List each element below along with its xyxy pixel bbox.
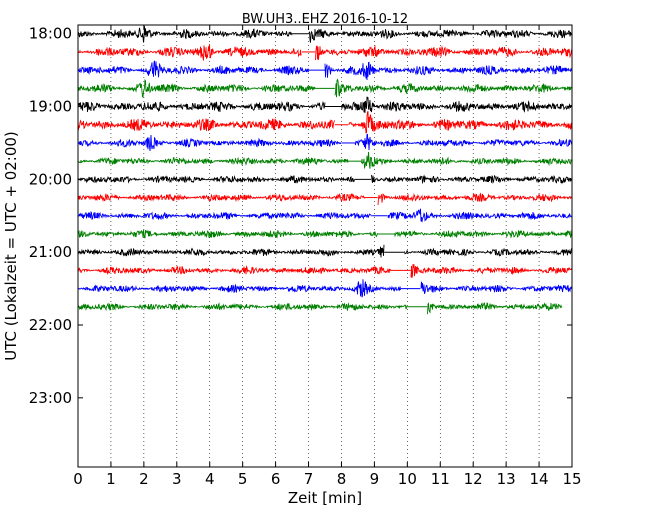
x-tick-label: 3 <box>172 470 182 488</box>
seismic-trace <box>77 151 573 170</box>
y-tick-label: 20:00 <box>29 170 72 188</box>
seismic-trace <box>77 133 573 152</box>
x-tick-label: 12 <box>464 470 483 488</box>
y-tick-label: 23:00 <box>29 389 72 407</box>
grid-layer <box>110 25 540 467</box>
x-tick-label: 0 <box>73 470 83 488</box>
seismic-trace <box>77 227 573 239</box>
x-tick-label: 6 <box>271 470 281 488</box>
x-tick-label: 7 <box>304 470 314 488</box>
seismic-trace <box>77 244 573 258</box>
seismic-trace <box>77 302 563 315</box>
seismic-trace <box>77 60 573 81</box>
seismic-trace <box>77 111 573 134</box>
seismic-trace <box>77 26 573 43</box>
y-axis: 18:00 19:00 20:00 21:00 22:00 23:00 <box>29 25 572 407</box>
x-tick-label: 9 <box>370 470 380 488</box>
y-tick-label: 19:00 <box>29 98 72 116</box>
y-tick-label: 18:00 <box>29 25 72 43</box>
x-tick-label: 13 <box>497 470 516 488</box>
x-tick-label: 4 <box>205 470 215 488</box>
x-tick-label: 14 <box>530 470 549 488</box>
x-tick-label: 1 <box>106 470 116 488</box>
x-tick-label: 2 <box>139 470 149 488</box>
seismic-trace <box>77 264 573 278</box>
seismic-trace <box>77 192 573 206</box>
y-tick-label: 21:00 <box>29 243 72 261</box>
trace-layer <box>77 26 573 315</box>
y-axis-label: UTC (Lokalzeit = UTC + 02:00) <box>2 131 20 361</box>
seismic-trace <box>77 279 573 298</box>
seismic-trace <box>77 96 573 113</box>
x-axis-label: Zeit [min] <box>288 489 362 507</box>
chart-title: BW.UH3..EHZ 2016-10-12 <box>242 12 408 27</box>
seismic-trace <box>77 208 573 223</box>
x-tick-label: 15 <box>562 470 581 488</box>
x-tick-label: 8 <box>337 470 347 488</box>
seismic-trace <box>77 174 573 185</box>
seismic-trace <box>77 78 573 98</box>
y-tick-label: 22:00 <box>29 316 72 334</box>
seismic-trace <box>77 44 573 61</box>
plot-frame <box>77 24 573 468</box>
x-axis: 0 1 2 3 4 5 6 7 8 9 10 11 12 13 14 15 <box>73 25 582 488</box>
x-tick-label: 11 <box>431 470 450 488</box>
x-tick-label: 10 <box>398 470 417 488</box>
x-tick-label: 5 <box>238 470 248 488</box>
